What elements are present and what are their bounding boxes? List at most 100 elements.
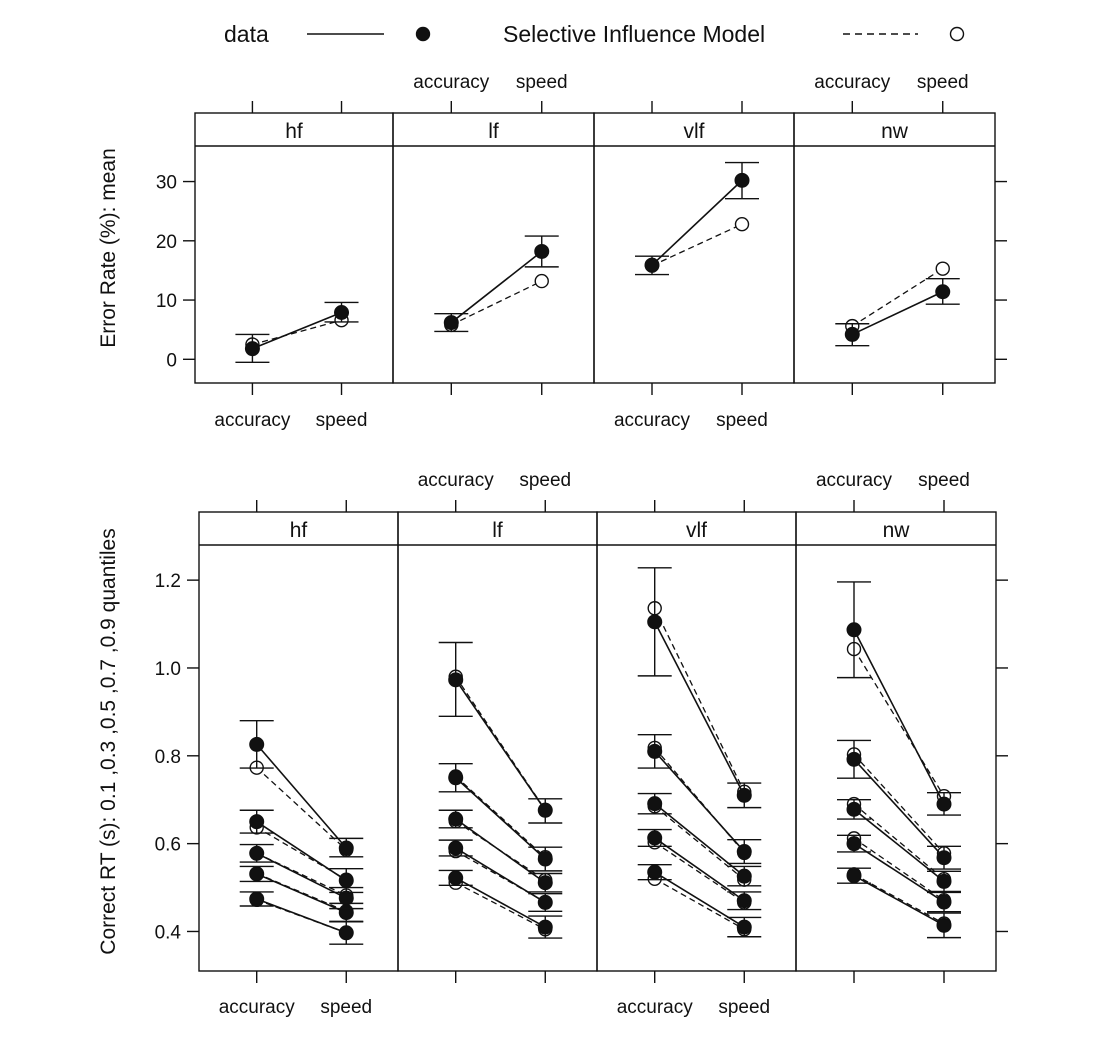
rt-panel-nw: nw accuracy speed xyxy=(795,470,997,983)
x-tick-label: speed xyxy=(516,72,568,93)
data-line xyxy=(256,743,347,849)
model-line xyxy=(654,841,745,904)
panel-frame xyxy=(198,511,399,972)
data-point xyxy=(448,770,464,786)
data-line xyxy=(455,818,546,884)
error-rate-chart: hf accuracy speed lf accuracy speed vlf accurac… xyxy=(97,72,1007,431)
data-point xyxy=(736,844,752,860)
y-tick-label: 1.0 xyxy=(155,659,181,680)
legend-model-label: Selective Influence Model xyxy=(503,21,765,47)
data-point xyxy=(338,840,354,856)
data-line xyxy=(256,852,347,899)
model-line xyxy=(853,873,945,925)
x-tick-label: accuracy xyxy=(219,997,296,1018)
model-line xyxy=(654,607,745,793)
error-panel-lf: lf accuracy speed xyxy=(392,72,595,395)
data-point xyxy=(249,736,265,752)
strip-label-hf: hf xyxy=(285,120,303,143)
data-point xyxy=(338,890,354,906)
data-point xyxy=(736,919,752,935)
error-panel-nw: nw accuracy speed xyxy=(793,72,996,395)
y-tick-label: 10 xyxy=(156,291,177,312)
data-point xyxy=(844,326,860,342)
model-point xyxy=(935,261,950,276)
panel-frame xyxy=(194,112,394,384)
strip-label-vlf: vlf xyxy=(684,120,705,143)
panel-frame xyxy=(593,112,795,384)
model-line xyxy=(853,754,945,854)
data-point xyxy=(448,672,464,688)
data-point xyxy=(736,787,752,803)
model-line xyxy=(651,223,743,267)
strip-label-lf: lf xyxy=(488,120,499,143)
rt-panel-lf: lf accuracy speed xyxy=(397,470,598,983)
data-point xyxy=(534,243,550,259)
y-tick-label: 0.6 xyxy=(155,835,181,856)
model-line xyxy=(853,648,945,797)
data-point xyxy=(448,811,464,827)
data-line xyxy=(256,821,347,882)
data-line xyxy=(651,179,743,266)
x-tick-label: speed xyxy=(917,72,969,93)
data-point xyxy=(249,845,265,861)
data-line xyxy=(256,898,347,934)
model-line xyxy=(455,775,546,858)
data-point xyxy=(443,315,459,331)
error-panel-vlf: vlf accuracy speed xyxy=(593,101,795,431)
data-point xyxy=(334,304,350,320)
x-tick-label: accuracy xyxy=(814,72,891,93)
legend-data-label: data xyxy=(224,21,269,47)
x-tick-label: accuracy xyxy=(617,997,694,1018)
y-axis-title: Error Rate (%): mean xyxy=(97,148,120,348)
data-line xyxy=(851,291,944,336)
y-tick-label: 0 xyxy=(166,350,177,371)
data-point xyxy=(448,870,464,886)
model-line xyxy=(256,872,347,912)
x-tick-label: accuracy xyxy=(614,410,691,431)
data-point xyxy=(249,866,265,882)
strip-label-nw: nw xyxy=(881,120,909,143)
data-point xyxy=(537,875,553,891)
legend-data-marker xyxy=(415,26,431,42)
panel-frame xyxy=(795,511,997,972)
data-point xyxy=(647,796,663,812)
x-tick-label: accuracy xyxy=(418,470,495,491)
model-line xyxy=(853,837,945,901)
data-point xyxy=(647,830,663,846)
x-tick-label: accuracy xyxy=(816,470,893,491)
model-line xyxy=(455,882,546,930)
rt-panel-vlf: vlf accuracy speed xyxy=(596,500,797,1018)
y-tick-label: 30 xyxy=(156,173,177,194)
error-panel-hf: hf accuracy speed xyxy=(194,101,394,431)
data-point xyxy=(846,868,862,884)
x-tick-label: accuracy xyxy=(214,410,291,431)
data-point xyxy=(537,894,553,910)
y-tick-label: 20 xyxy=(156,232,177,253)
model-line xyxy=(851,268,944,327)
data-point xyxy=(537,919,553,935)
x-tick-label: speed xyxy=(918,470,970,491)
y-tick-label: 0.8 xyxy=(155,747,181,768)
data-line xyxy=(653,621,745,796)
data-line xyxy=(252,311,342,350)
strip-label-vlf: vlf xyxy=(686,519,707,542)
data-point xyxy=(936,796,952,812)
x-tick-label: accuracy xyxy=(413,72,490,93)
rt-panel-hf: hf accuracy speed xyxy=(198,500,399,1018)
data-point xyxy=(935,284,951,300)
data-point xyxy=(338,925,354,941)
data-point xyxy=(846,836,862,852)
model-point xyxy=(734,217,750,232)
data-point xyxy=(846,801,862,817)
data-line xyxy=(455,877,546,928)
model-line xyxy=(256,852,347,897)
model-line xyxy=(252,319,342,346)
x-tick-label: speed xyxy=(716,410,768,431)
x-tick-label: speed xyxy=(320,997,372,1018)
data-point xyxy=(249,814,265,830)
data-point xyxy=(448,840,464,856)
data-point xyxy=(244,341,260,357)
data-line xyxy=(256,873,347,914)
strip-label-nw: nw xyxy=(883,519,911,542)
